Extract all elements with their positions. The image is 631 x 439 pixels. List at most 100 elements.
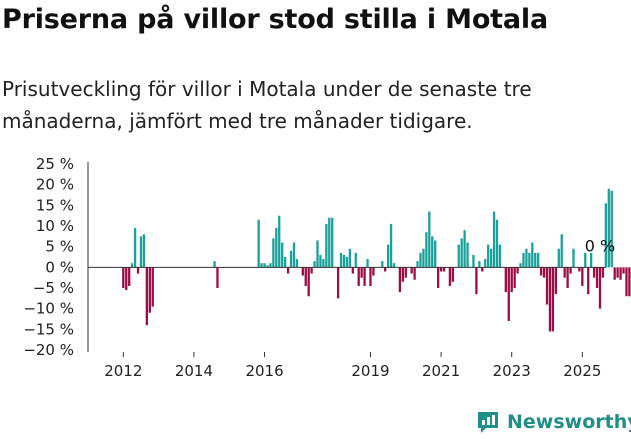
bar [345,257,349,268]
bar [360,267,363,278]
bar [616,267,619,278]
bar [363,267,366,286]
bar [351,267,354,274]
bar [560,234,563,268]
bar [130,263,134,268]
logo-text: Newsworthy [507,411,631,433]
bar [310,267,313,274]
bar [475,267,478,295]
bar [319,254,322,268]
bar [384,267,387,272]
bar [145,267,148,326]
bar [369,267,372,286]
bar [289,250,293,268]
bar [551,267,555,332]
y-tick-label: 5 % [45,238,74,256]
bar [572,248,575,268]
bar [601,267,605,278]
y-tick-label: −10 % [23,300,74,318]
bar [307,267,310,297]
bar [372,267,375,276]
y-tick-label: −15 % [23,320,74,338]
bar [269,263,272,268]
bar [519,263,522,268]
bar [136,267,140,274]
bar [336,267,340,299]
bar [566,267,569,288]
bar [419,252,422,268]
bar [295,259,299,268]
bar [460,238,463,268]
bar [272,238,275,268]
bar [148,267,151,313]
page-title: Priserna på villor stod stilla i Motala [2,4,548,35]
bar [442,267,446,272]
bar [495,219,499,268]
bar [592,267,596,278]
bar [607,188,610,268]
x-tick-label: 2021 [422,362,460,380]
bar [263,263,266,268]
bar [437,267,440,288]
bar [331,217,334,268]
x-tick-label: 2025 [563,362,601,380]
bar [431,236,434,268]
bar [428,211,431,268]
y-tick-label: 25 % [36,155,74,173]
bar [513,267,516,288]
bar [313,261,316,268]
bar [404,267,407,278]
y-tick-label: −20 % [23,341,74,359]
bar [286,267,290,274]
bar [451,267,455,282]
bar [128,267,131,286]
bar [281,242,284,268]
bar [531,242,534,268]
bar [578,267,581,272]
bar [534,252,537,268]
x-tick-label: 2016 [245,362,283,380]
bar [539,267,543,276]
bar [348,248,352,268]
bar [516,267,519,274]
bar [401,267,404,282]
bar [133,228,137,268]
bar [328,217,331,268]
bar [537,252,540,268]
bar [392,263,396,268]
bar [625,267,628,297]
bar [416,261,419,268]
bar [628,267,631,297]
y-tick-label: 20 % [36,176,74,194]
bar [257,219,260,268]
x-tick-label: 2019 [351,362,389,380]
bar [278,215,281,268]
bar [213,261,216,268]
bar [434,240,437,268]
bar [354,252,357,268]
bar [260,263,263,268]
bar [487,244,490,268]
bar [216,267,219,288]
y-tick-label: 0 % [45,258,74,276]
bar [554,267,557,295]
bar [622,267,625,274]
bar [342,254,346,268]
bar [122,267,125,288]
y-tick-label: 15 % [36,196,74,214]
bar [322,259,325,268]
chart-subtitle: Prisutveckling för villor i Motala under… [2,77,532,133]
bar [557,248,560,268]
bar [398,267,402,293]
bar [266,265,269,268]
bar [304,267,307,286]
annotation-label: 0 % [585,236,615,255]
bar [325,223,328,268]
bar [484,259,487,268]
bar [472,254,475,268]
bar [595,267,599,288]
bar [504,267,507,293]
bar [381,261,384,268]
bar [463,230,466,268]
bar [478,261,481,268]
